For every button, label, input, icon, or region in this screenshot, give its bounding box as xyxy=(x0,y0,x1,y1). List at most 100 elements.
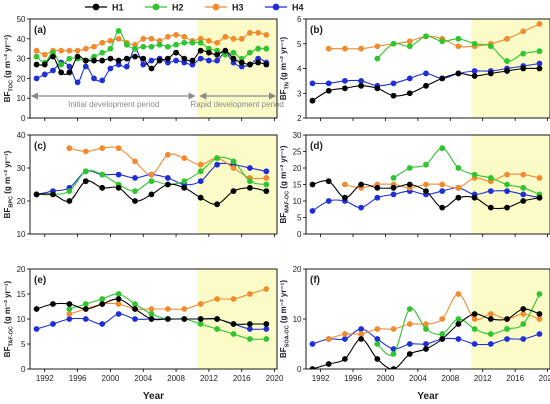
data-point xyxy=(536,175,543,181)
data-point xyxy=(455,194,462,201)
data-point xyxy=(325,336,332,342)
data-point xyxy=(455,43,462,50)
data-point xyxy=(33,306,40,312)
data-point xyxy=(406,75,413,82)
data-point xyxy=(263,168,270,175)
data-point xyxy=(374,184,381,191)
data-point xyxy=(99,184,106,191)
data-point xyxy=(406,341,413,347)
data-point xyxy=(82,301,89,307)
y-tick-label: 15 xyxy=(293,181,302,190)
data-point xyxy=(390,80,397,87)
data-point xyxy=(230,165,237,171)
data-point xyxy=(99,321,106,327)
data-point xyxy=(58,47,65,54)
data-point xyxy=(197,178,204,185)
plot-area xyxy=(309,21,543,104)
data-point xyxy=(504,326,510,332)
data-point xyxy=(91,43,97,50)
data-point xyxy=(164,151,171,158)
data-point xyxy=(309,97,316,104)
y-tick-label: 6 xyxy=(297,15,302,24)
plot-area xyxy=(33,27,270,86)
data-point xyxy=(230,49,237,56)
data-point xyxy=(471,73,478,79)
panel-label: (a) xyxy=(34,25,46,36)
y-tick-label: 20 xyxy=(293,164,302,173)
data-point xyxy=(107,55,114,62)
data-point xyxy=(91,75,97,82)
panel-label: (e) xyxy=(34,275,46,286)
x-tick-label: 2008 xyxy=(167,374,185,383)
data-point xyxy=(247,178,253,185)
data-point xyxy=(164,55,171,62)
data-point xyxy=(342,336,348,342)
data-point xyxy=(164,306,171,312)
data-point xyxy=(164,316,171,322)
y-axis-label: BFMAF-OC (g m⁻² yr⁻¹) xyxy=(279,145,291,223)
data-point xyxy=(173,31,179,38)
data-point xyxy=(504,188,510,195)
data-point xyxy=(66,306,73,312)
data-point xyxy=(74,47,81,54)
data-point xyxy=(439,336,446,342)
y-tick-label: 0 xyxy=(21,114,26,123)
data-point xyxy=(439,188,446,195)
data-point xyxy=(358,336,365,342)
data-point xyxy=(325,361,332,367)
data-point xyxy=(214,57,220,64)
data-point xyxy=(197,301,204,307)
data-point xyxy=(342,181,348,188)
data-point xyxy=(107,65,114,72)
plot-frame xyxy=(29,18,278,119)
data-point xyxy=(99,301,106,307)
panel-e: 0 5 10 15 20 1992 1996 2000 2004 2008 2012 2016 2020… xyxy=(3,265,284,402)
data-point xyxy=(197,161,204,168)
y-tick-label: 10 xyxy=(293,315,302,324)
data-point xyxy=(255,45,262,52)
data-point xyxy=(247,326,253,332)
data-point xyxy=(74,79,81,86)
data-point xyxy=(247,29,253,36)
data-point xyxy=(309,366,316,369)
data-point xyxy=(132,188,138,195)
data-point xyxy=(471,194,478,201)
data-point xyxy=(91,57,97,64)
data-point xyxy=(82,63,89,70)
data-point xyxy=(222,47,229,54)
x-tick-label: 2020 xyxy=(539,374,550,383)
data-point xyxy=(148,191,155,198)
panel-f: 0 10 20 1992 1996 2000 2004 2008 2012 2016 2020 Yea… xyxy=(279,265,550,402)
data-point xyxy=(455,70,462,77)
data-point xyxy=(487,43,494,50)
data-point xyxy=(164,33,171,40)
data-point xyxy=(140,35,147,42)
data-point xyxy=(487,311,494,317)
data-point xyxy=(132,175,138,181)
data-point xyxy=(520,198,527,204)
data-point xyxy=(423,188,429,195)
data-point xyxy=(520,306,527,312)
x-tick-label: 1992 xyxy=(36,374,54,383)
data-point xyxy=(504,336,510,342)
data-point xyxy=(214,51,220,58)
data-point xyxy=(263,175,270,181)
panel-label: (c) xyxy=(34,141,46,152)
data-point xyxy=(82,57,89,64)
data-point xyxy=(487,316,494,322)
data-point xyxy=(406,351,413,357)
data-point xyxy=(173,57,179,64)
data-point xyxy=(115,145,122,152)
data-point xyxy=(50,321,56,327)
data-point xyxy=(107,37,114,44)
legend-label: H3 xyxy=(232,3,244,13)
data-point xyxy=(230,158,237,165)
x-tick-label: 2008 xyxy=(441,374,459,383)
data-point xyxy=(115,27,122,34)
data-point xyxy=(41,51,48,58)
y-tick-label: 10 xyxy=(17,315,26,324)
data-point xyxy=(181,316,188,322)
y-tick-label: 50 xyxy=(17,15,26,24)
data-point xyxy=(247,291,253,297)
